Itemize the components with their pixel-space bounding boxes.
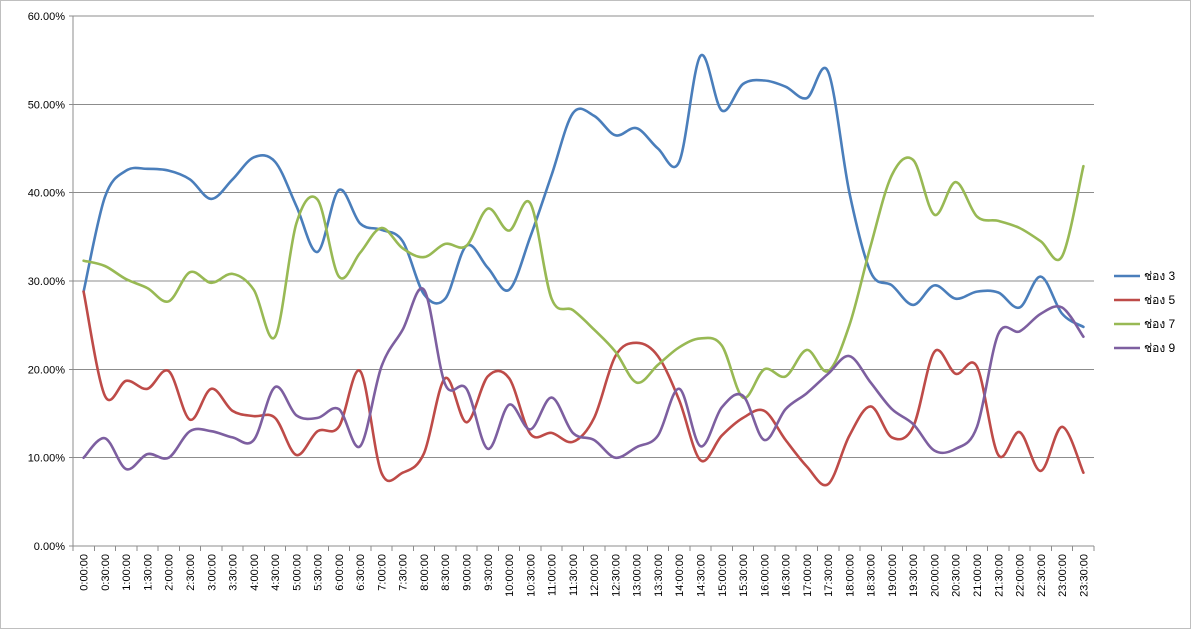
- x-tick-label: 18:30:00: [866, 554, 878, 597]
- y-tick-label: 60.00%: [28, 11, 66, 23]
- x-tick-label: 15:30:00: [738, 554, 750, 597]
- x-tick-label: 7:00:00: [376, 554, 388, 591]
- x-tick-label: 14:00:00: [674, 554, 686, 597]
- y-tick-label: 40.00%: [28, 188, 66, 200]
- x-tick-label: 23:00:00: [1057, 554, 1069, 597]
- x-tick-label: 2:00:00: [164, 554, 176, 591]
- legend-label-1: ช่อง 3: [1144, 269, 1176, 283]
- legend-label-2: ช่อง 5: [1144, 293, 1176, 307]
- series-line-1: [82, 53, 1085, 329]
- x-tick-label: 12:30:00: [610, 554, 622, 597]
- y-tick-label: 30.00%: [28, 276, 66, 288]
- series-line-2: [82, 290, 1085, 487]
- legend-label-3: ช่อง 7: [1144, 317, 1176, 331]
- x-tick-label: 13:00:00: [632, 554, 644, 597]
- x-tick-label: 12:00:00: [589, 554, 601, 597]
- x-tick-label: 6:30:00: [355, 554, 367, 591]
- x-tick-label: 19:30:00: [908, 554, 920, 597]
- x-tick-label: 17:30:00: [823, 554, 835, 597]
- x-tick-label: 22:00:00: [1015, 554, 1027, 597]
- legend-label-4: ช่อง 9: [1144, 341, 1176, 355]
- x-tick-label: 4:30:00: [270, 554, 282, 591]
- series-line-4: [82, 287, 1085, 471]
- x-tick-label: 7:30:00: [398, 554, 410, 591]
- x-tick-label: 19:00:00: [887, 554, 899, 597]
- x-tick-label: 16:30:00: [781, 554, 793, 597]
- x-tick-label: 11:00:00: [547, 554, 559, 596]
- y-tick-label: 50.00%: [28, 99, 66, 111]
- x-tick-label: 2:30:00: [185, 554, 197, 591]
- x-tick-label: 3:00:00: [206, 554, 218, 591]
- x-tick-label: 18:00:00: [844, 554, 856, 597]
- x-tick-label: 16:00:00: [759, 554, 771, 597]
- x-tick-label: 0:30:00: [100, 554, 112, 591]
- x-tick-label: 5:30:00: [313, 554, 325, 591]
- x-tick-label: 6:00:00: [334, 554, 346, 591]
- x-tick-label: 1:30:00: [142, 554, 154, 591]
- x-tick-label: 21:00:00: [972, 554, 984, 597]
- x-tick-label: 21:30:00: [993, 554, 1005, 597]
- series-line-3: [82, 156, 1085, 399]
- x-tick-label: 13:30:00: [653, 554, 665, 597]
- x-tick-label: 22:30:00: [1036, 554, 1048, 597]
- x-tick-label: 8:30:00: [440, 554, 452, 591]
- x-tick-label: 11:30:00: [568, 554, 580, 596]
- x-tick-label: 15:00:00: [717, 554, 729, 597]
- y-tick-label: 0.00%: [34, 541, 65, 553]
- x-tick-label: 3:30:00: [228, 554, 240, 591]
- x-tick-label: 20:00:00: [929, 554, 941, 597]
- x-tick-label: 4:00:00: [249, 554, 261, 591]
- x-tick-label: 1:00:00: [121, 554, 133, 591]
- x-tick-label: 10:00:00: [504, 554, 516, 597]
- x-tick-label: 23:30:00: [1078, 554, 1090, 597]
- x-tick-label: 9:30:00: [483, 554, 495, 591]
- x-tick-label: 5:00:00: [291, 554, 303, 591]
- y-tick-label: 20.00%: [28, 364, 66, 376]
- x-tick-label: 17:00:00: [802, 554, 814, 597]
- x-tick-label: 20:30:00: [951, 554, 963, 597]
- x-tick-label: 9:00:00: [462, 554, 474, 591]
- y-tick-label: 10.00%: [28, 453, 66, 465]
- x-tick-label: 8:00:00: [419, 554, 431, 591]
- x-tick-label: 0:00:00: [79, 554, 91, 591]
- x-tick-label: 10:30:00: [525, 554, 537, 597]
- x-tick-label: 14:30:00: [695, 554, 707, 597]
